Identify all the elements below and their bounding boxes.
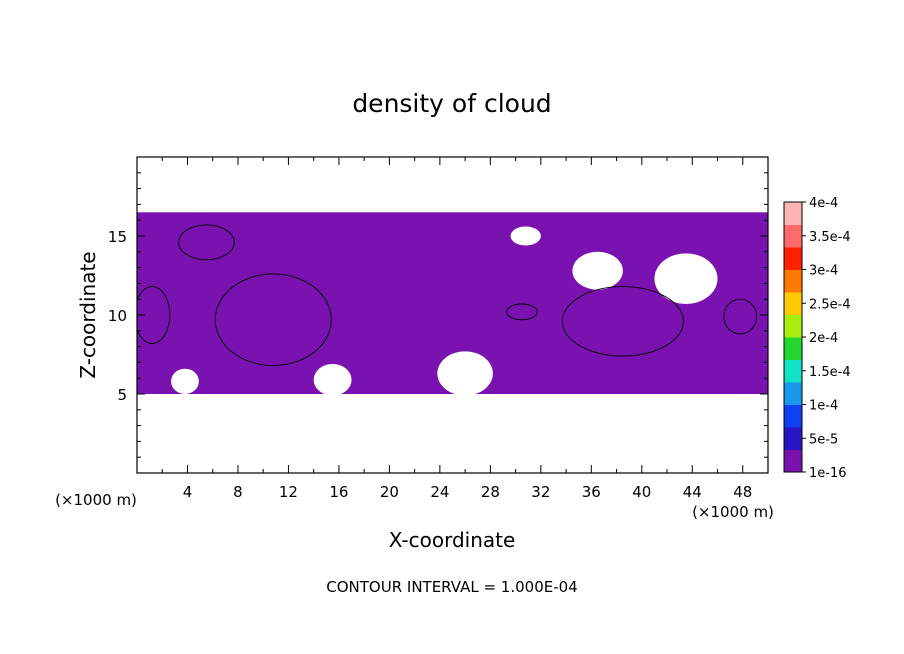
x-tick-label: 16 bbox=[329, 483, 348, 501]
x-tick-label: 8 bbox=[233, 483, 243, 501]
y-axis-ticks: 5 10 15 bbox=[108, 172, 768, 458]
x-tick-label: 48 bbox=[733, 483, 752, 501]
colorbar-swatch bbox=[784, 449, 802, 473]
y-axis-unit: (×1000 m) bbox=[55, 491, 137, 509]
colorbar-label: 3.5e-4 bbox=[809, 230, 851, 245]
x-tick-label: 40 bbox=[632, 483, 651, 501]
x-tick-label: 32 bbox=[531, 483, 550, 501]
clear-gap-3 bbox=[313, 363, 352, 396]
colorbar-label: 1e-4 bbox=[809, 399, 838, 414]
clear-gap-4 bbox=[171, 368, 199, 394]
x-tick-label: 20 bbox=[380, 483, 399, 501]
x-tick-label: 12 bbox=[279, 483, 298, 501]
clear-gap-2 bbox=[437, 351, 493, 396]
x-axis-label: X-coordinate bbox=[389, 528, 516, 552]
colorbar-swatch bbox=[784, 427, 802, 450]
y-axis-label: Z-coordinate bbox=[76, 251, 100, 378]
colorbar-swatch bbox=[784, 247, 802, 270]
contour-line-5 bbox=[506, 303, 538, 321]
colorbar-swatch bbox=[784, 314, 802, 338]
colorbar-label: 4e-4 bbox=[809, 196, 838, 211]
x-tick-label: 24 bbox=[430, 483, 449, 501]
contour-line-3 bbox=[137, 286, 171, 344]
colorbar-label: 5e-5 bbox=[809, 432, 838, 447]
x-axis-ticks: 4 8 12 16 20 24 28 32 36 40 44 48 bbox=[161, 157, 752, 501]
contour-line-2 bbox=[561, 286, 684, 357]
clear-gap-1 bbox=[654, 253, 718, 304]
heatmap-area bbox=[137, 212, 768, 396]
contour-line-1 bbox=[178, 224, 235, 261]
colorbar: 1e-16 5e-5 1e-4 1.5e-4 2e-4 2.5e-4 3e-4 3.5e-4 4… bbox=[783, 196, 851, 481]
colorbar-swatch bbox=[784, 224, 802, 248]
contour-lines bbox=[137, 224, 758, 367]
colorbar-swatch bbox=[784, 404, 802, 428]
x-tick-label: 4 bbox=[183, 483, 193, 501]
x-tick-label: 44 bbox=[683, 483, 702, 501]
colorbar-swatch bbox=[784, 337, 802, 360]
x-tick-label: 28 bbox=[481, 483, 500, 501]
colorbar-swatch bbox=[784, 359, 802, 383]
colorbar-swatch bbox=[784, 202, 802, 225]
x-axis-unit: (×1000 m) bbox=[692, 503, 774, 521]
y-tick-label: 15 bbox=[108, 228, 127, 246]
y-tick-label: 10 bbox=[108, 307, 127, 325]
y-tick-label: 5 bbox=[117, 386, 127, 404]
colorbar-label: 3e-4 bbox=[809, 264, 838, 279]
contour-interval-note: CONTOUR INTERVAL = 1.000E-04 bbox=[326, 578, 577, 596]
colorbar-label: 1e-16 bbox=[809, 466, 847, 481]
chart-title: density of cloud bbox=[352, 89, 551, 118]
colorbar-label: 2.5e-4 bbox=[809, 297, 851, 312]
colorbar-swatch bbox=[784, 269, 802, 293]
clear-gap-5 bbox=[510, 226, 541, 246]
contour-line-0 bbox=[214, 273, 332, 367]
x-tick-label: 36 bbox=[582, 483, 601, 501]
colorbar-swatch bbox=[784, 292, 802, 315]
contour-line-4 bbox=[723, 298, 758, 335]
colorbar-swatch bbox=[784, 382, 802, 405]
colorbar-label: 2e-4 bbox=[809, 331, 838, 346]
colorbar-label: 1.5e-4 bbox=[809, 365, 851, 380]
clear-gap-0 bbox=[572, 251, 623, 290]
